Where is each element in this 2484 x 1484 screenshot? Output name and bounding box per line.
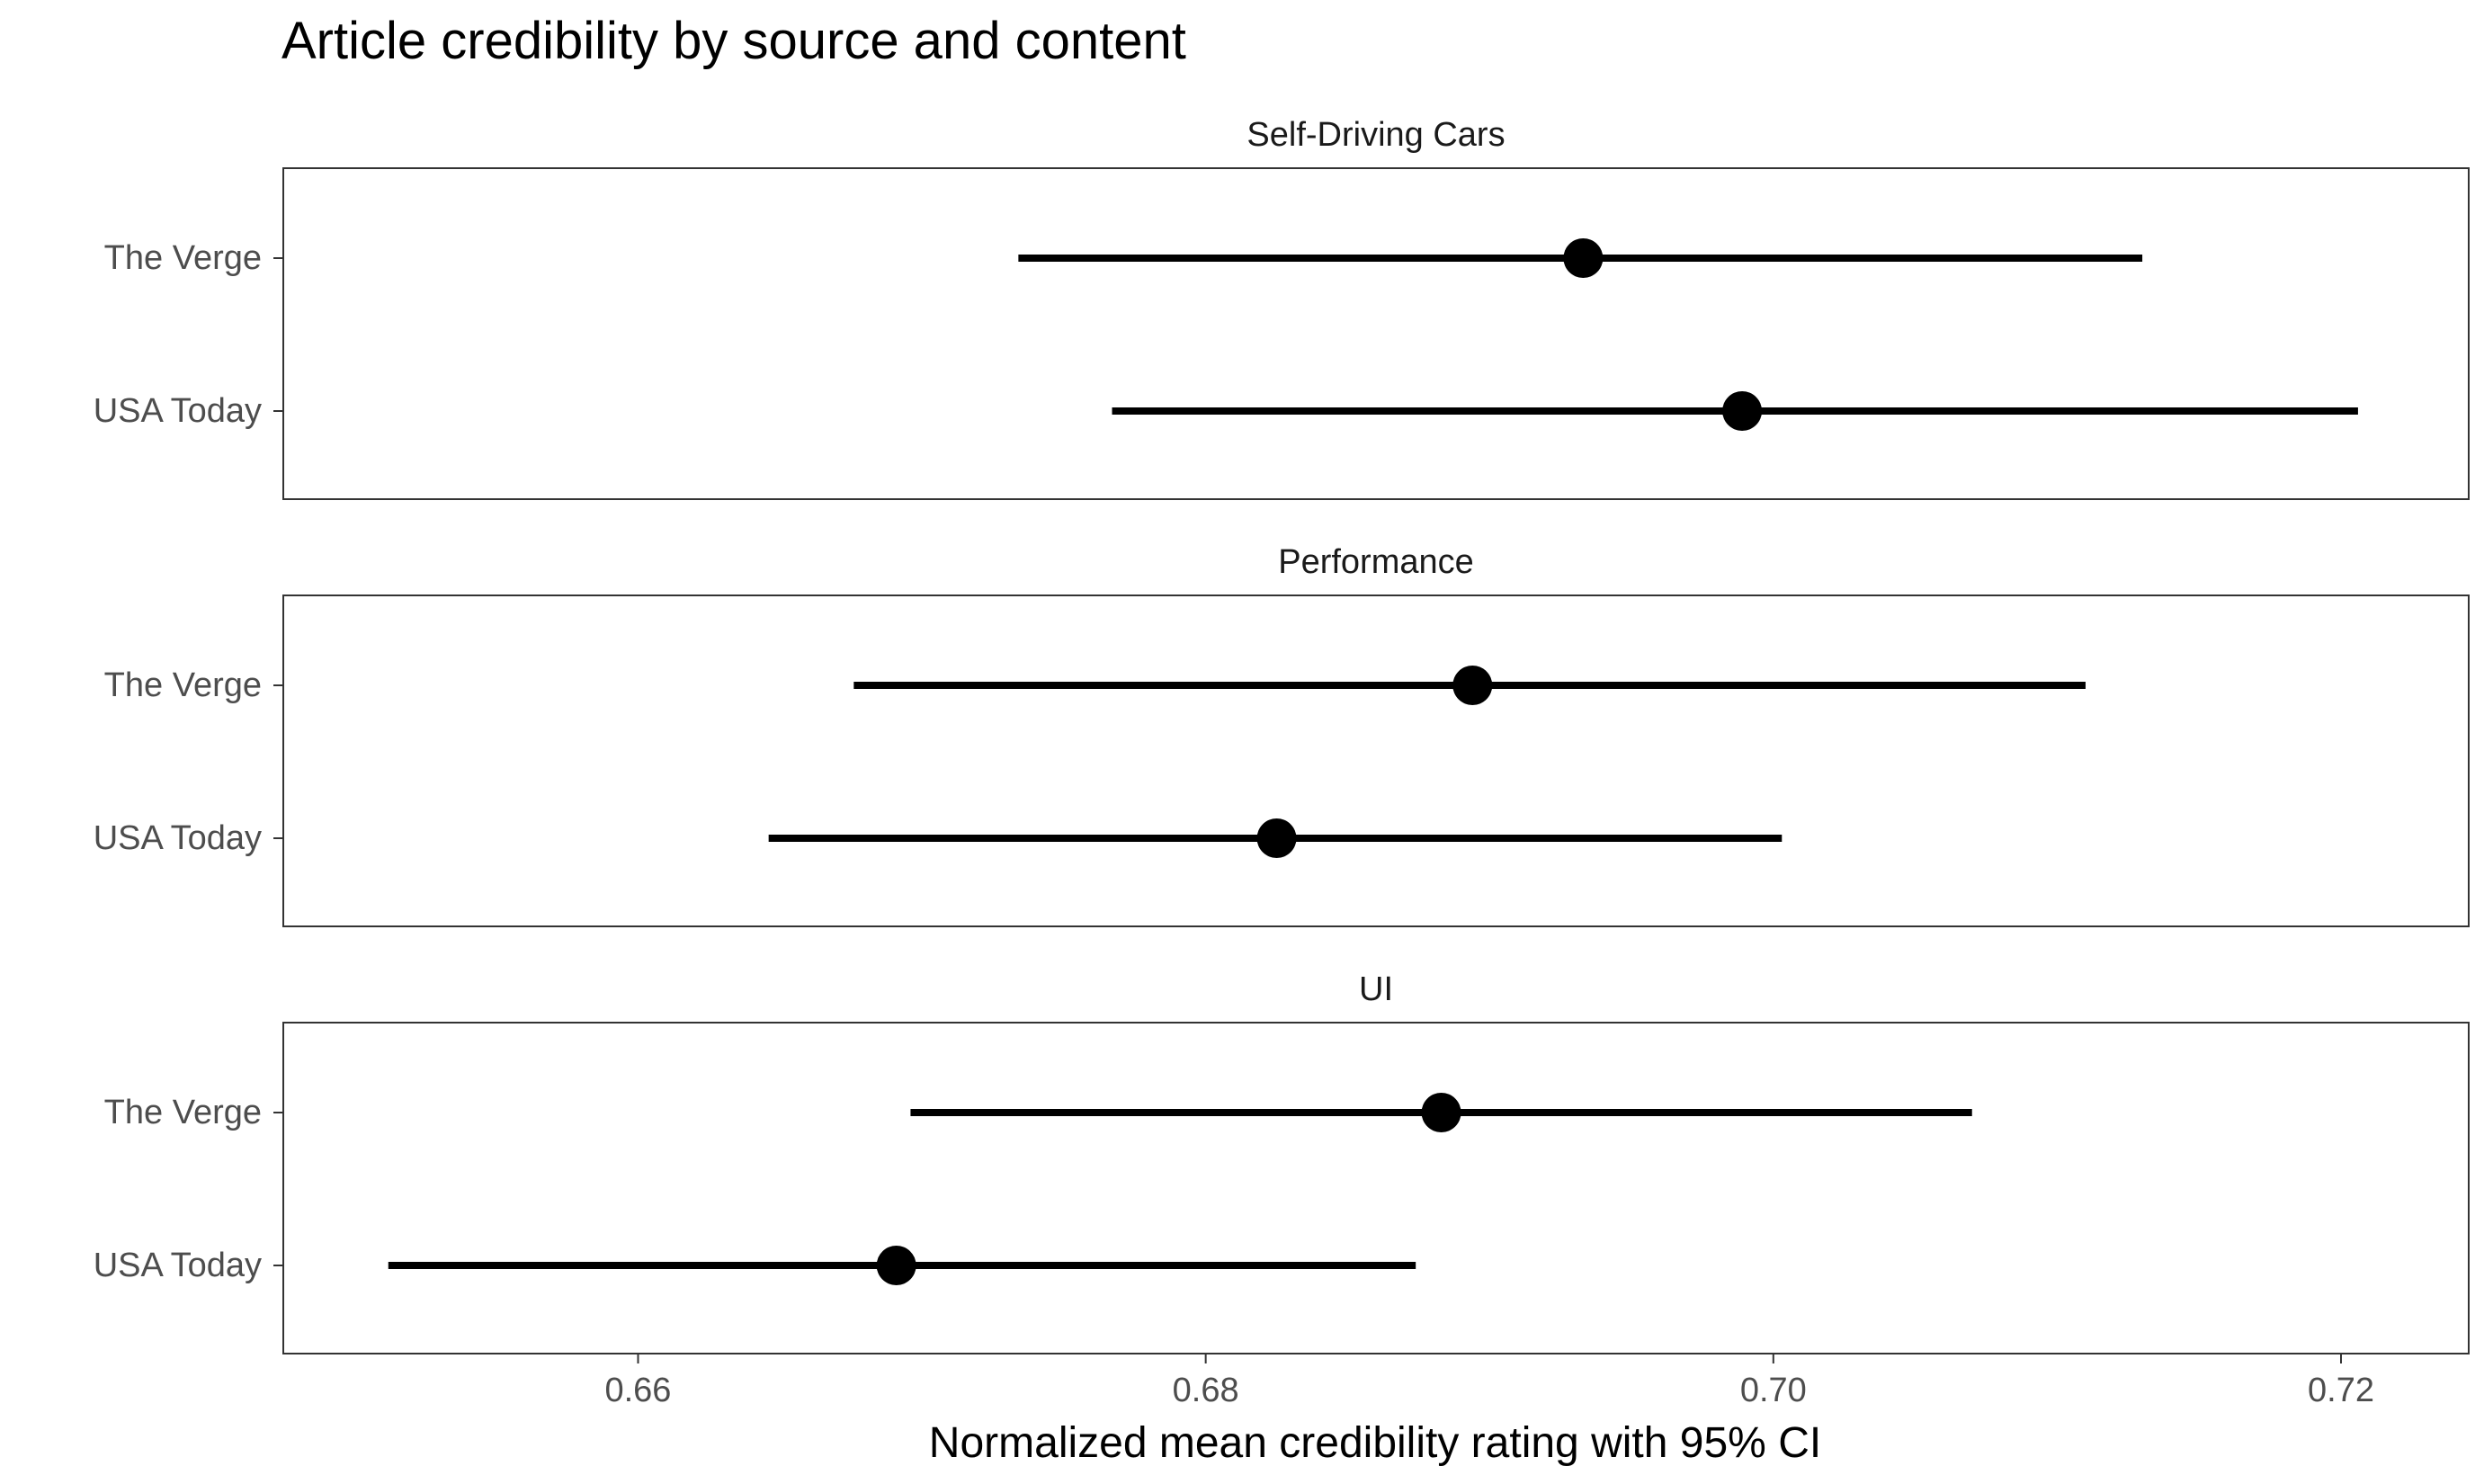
- x-axis: 0.66 0.68 0.70 0.72: [604, 1354, 2374, 1409]
- y-tick-label: The Verge: [104, 239, 262, 277]
- y-tick-label: The Verge: [104, 666, 262, 704]
- mean-point: [876, 1246, 916, 1285]
- facet-panel: Performance The Verge USA Today: [94, 543, 2470, 927]
- x-tick-label: 0.72: [2308, 1372, 2374, 1409]
- mean-point: [1563, 238, 1604, 278]
- y-tick-label: USA Today: [94, 819, 262, 857]
- facet-strip-label: UI: [1359, 970, 1393, 1008]
- x-tick-label: 0.70: [1740, 1372, 1807, 1409]
- facet-strip-label: Self-Driving Cars: [1246, 116, 1505, 154]
- x-tick-label: 0.66: [604, 1372, 671, 1409]
- facet-panel: Self-Driving Cars The Verge USA Today: [94, 116, 2470, 500]
- mean-point: [1421, 1093, 1461, 1132]
- facet-strip-label: Performance: [1278, 543, 1474, 581]
- mean-point: [1722, 391, 1763, 431]
- panel-border: [282, 167, 2470, 500]
- chart-title: Article credibility by source and conten…: [281, 12, 1186, 70]
- panel-border: [282, 1022, 2470, 1354]
- x-tick-label: 0.68: [1173, 1372, 1239, 1409]
- x-axis-title: Normalized mean credibility rating with …: [929, 1419, 1821, 1467]
- panel-border: [282, 594, 2470, 927]
- y-tick-label: USA Today: [94, 1247, 262, 1284]
- mean-point: [1452, 666, 1493, 705]
- facet-panel: UI The Verge USA Today: [94, 970, 2470, 1354]
- y-tick-label: USA Today: [94, 392, 262, 430]
- y-tick-label: The Verge: [104, 1094, 262, 1131]
- mean-point: [1256, 818, 1297, 858]
